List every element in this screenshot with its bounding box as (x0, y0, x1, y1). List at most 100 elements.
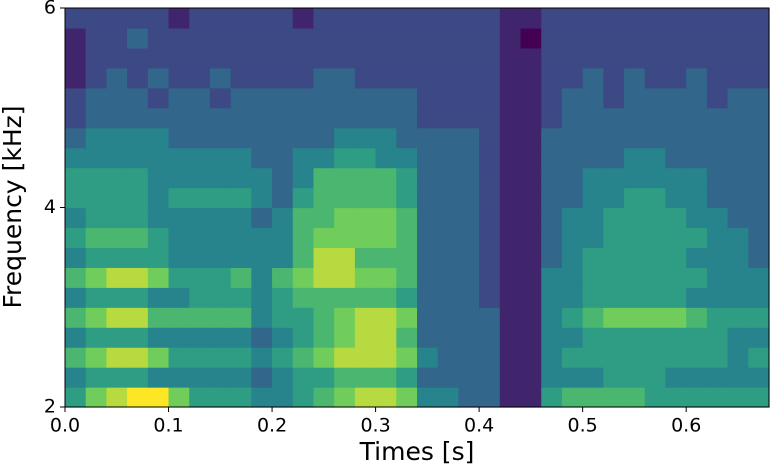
heatmap-cell (520, 187, 542, 209)
heatmap-cell (313, 87, 335, 109)
heatmap-cell (209, 107, 232, 129)
heatmap-cell (624, 187, 646, 209)
heatmap-cell (644, 387, 667, 408)
heatmap-cell (727, 387, 749, 408)
heatmap-cell (561, 327, 584, 348)
heatmap-cell (230, 47, 252, 69)
heatmap-cell (313, 67, 335, 89)
heatmap-cell (354, 267, 377, 288)
heatmap-cell (147, 247, 170, 268)
heatmap-cell (458, 47, 480, 69)
heatmap-cell (603, 147, 625, 169)
heatmap-cell (727, 327, 749, 348)
heatmap-cell (334, 327, 356, 348)
heatmap-cell (354, 367, 377, 388)
heatmap-cell (686, 127, 708, 149)
heatmap-cell (520, 127, 542, 149)
heatmap-cell (230, 307, 252, 328)
heatmap-cell (354, 347, 377, 368)
heatmap-cell (727, 247, 749, 268)
heatmap-cell (417, 187, 439, 209)
heatmap-cell (686, 267, 708, 288)
heatmap-cell (561, 307, 584, 328)
heatmap-cell (168, 27, 190, 49)
heatmap-cell (189, 347, 211, 368)
heatmap-cell (251, 267, 273, 288)
heatmap-cell (644, 187, 667, 209)
heatmap-cell (748, 227, 770, 248)
heatmap-cell (603, 227, 625, 248)
heatmap-cell (230, 207, 252, 229)
heatmap-cell (644, 287, 667, 308)
heatmap-cell (147, 27, 170, 49)
heatmap-cell (209, 367, 232, 388)
heatmap-cell (561, 267, 584, 288)
heatmap-cell (686, 367, 708, 388)
heatmap-cell (292, 207, 315, 229)
heatmap-cell (65, 8, 87, 29)
heatmap-cell (706, 47, 729, 69)
heatmap-cell (437, 47, 460, 69)
heatmap-cell (479, 307, 501, 328)
heatmap-cell (748, 207, 770, 229)
heatmap-cell (189, 107, 211, 129)
heatmap-cell (644, 47, 667, 69)
heatmap-cell (499, 307, 522, 328)
heatmap-cell (499, 87, 522, 109)
heatmap-cell (417, 247, 439, 268)
heatmap-cell (603, 247, 625, 268)
heatmap-cell (334, 307, 356, 328)
heatmap-cell (748, 67, 770, 89)
heatmap-cell (375, 47, 397, 69)
heatmap-cell (686, 47, 708, 69)
heatmap-cell (168, 287, 190, 308)
heatmap-cell (748, 147, 770, 169)
x-tick-label: 0.1 (153, 415, 183, 437)
heatmap-cell (396, 247, 418, 268)
heatmap-cell (541, 327, 563, 348)
heatmap-cell (644, 327, 667, 348)
heatmap-cell (189, 147, 211, 169)
heatmap-cell (417, 87, 439, 109)
heatmap-cell (313, 47, 335, 69)
heatmap-cell (168, 87, 190, 109)
heatmap-cell (541, 307, 563, 328)
heatmap-cell (520, 287, 542, 308)
heatmap-cell (127, 27, 149, 49)
heatmap-cell (582, 307, 604, 328)
heatmap-cell (272, 227, 294, 248)
heatmap-cell (437, 8, 460, 29)
heatmap-cell (727, 207, 749, 229)
heatmap-cell (354, 307, 377, 328)
heatmap-cell (313, 247, 335, 268)
heatmap-cell (147, 287, 170, 308)
heatmap-cell (292, 247, 315, 268)
heatmap-cell (396, 187, 418, 209)
heatmap-cell (147, 8, 170, 29)
heatmap-cell (251, 247, 273, 268)
heatmap-cell (437, 187, 460, 209)
heatmap-cell (354, 387, 377, 408)
heatmap-cell (582, 247, 604, 268)
heatmap-cell (727, 127, 749, 149)
heatmap-cell (603, 127, 625, 149)
heatmap-cell (644, 347, 667, 368)
heatmap-cell (313, 207, 335, 229)
heatmap-cell (437, 307, 460, 328)
heatmap-cell (686, 307, 708, 328)
heatmap-cell (665, 347, 687, 368)
heatmap-cell (727, 47, 749, 69)
heatmap-cell (375, 347, 397, 368)
heatmap-cell (706, 267, 729, 288)
heatmap-cell (65, 167, 87, 189)
heatmap-cell (499, 247, 522, 268)
heatmap-cell (209, 247, 232, 268)
heatmap-cell (727, 147, 749, 169)
heatmap-cell (686, 87, 708, 109)
heatmap-cell (417, 8, 439, 29)
heatmap-cell (603, 167, 625, 189)
heatmap-cell (499, 27, 522, 49)
heatmap-cell (624, 27, 646, 49)
heatmap-cell (65, 67, 87, 89)
heatmap-cell (209, 307, 232, 328)
